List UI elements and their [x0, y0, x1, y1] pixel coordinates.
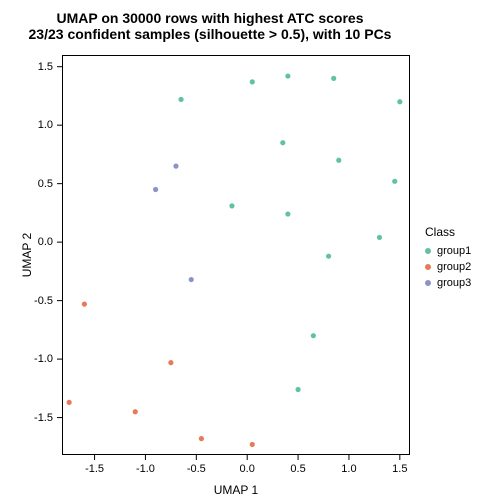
point-group2 — [250, 442, 255, 447]
y-tick-label: -1.5 — [27, 412, 53, 424]
point-group1 — [178, 97, 183, 102]
point-group1 — [229, 203, 234, 208]
x-tick-label: -0.5 — [187, 463, 206, 475]
y-axis-label: UMAP 2 — [20, 230, 34, 280]
legend-label: group1 — [437, 245, 471, 257]
point-group2 — [199, 436, 204, 441]
y-tick-label: 1.5 — [27, 61, 53, 73]
plot-area — [62, 55, 410, 455]
x-axis-label: UMAP 1 — [62, 483, 410, 497]
legend-swatch-icon — [425, 280, 431, 286]
y-tick-label: 1.0 — [27, 119, 53, 131]
point-group1 — [285, 73, 290, 78]
x-tick-label: 1.0 — [341, 463, 356, 475]
point-group1 — [280, 140, 285, 145]
legend-swatch-icon — [425, 264, 431, 270]
x-tick-label: 1.5 — [392, 463, 407, 475]
point-group1 — [285, 211, 290, 216]
x-tick-label: -1.5 — [85, 463, 104, 475]
y-tick-label: 0.5 — [27, 178, 53, 190]
point-group1 — [326, 254, 331, 259]
point-group1 — [311, 333, 316, 338]
point-group2 — [133, 409, 138, 414]
point-group1 — [295, 387, 300, 392]
point-group2 — [82, 302, 87, 307]
x-tick-label: 0.0 — [240, 463, 255, 475]
point-group1 — [331, 76, 336, 81]
x-tick-label: -1.0 — [136, 463, 155, 475]
chart-title-line2: 23/23 confident samples (silhouette > 0.… — [0, 26, 420, 42]
point-group3 — [173, 164, 178, 169]
point-group3 — [153, 187, 158, 192]
point-group1 — [392, 179, 397, 184]
chart-title-line1: UMAP on 30000 rows with highest ATC scor… — [0, 10, 420, 26]
legend-title: Class — [425, 225, 471, 239]
x-tick-label: 0.5 — [290, 463, 305, 475]
legend-item-group1: group1 — [425, 243, 471, 259]
point-group3 — [189, 277, 194, 282]
y-tick-label: -1.0 — [27, 353, 53, 365]
legend: Class group1 group2 group3 — [425, 225, 471, 291]
chart-title: UMAP on 30000 rows with highest ATC scor… — [0, 10, 420, 42]
point-group2 — [168, 360, 173, 365]
point-group1 — [336, 158, 341, 163]
umap-figure: UMAP on 30000 rows with highest ATC scor… — [0, 0, 504, 504]
legend-label: group2 — [437, 261, 471, 273]
point-group1 — [397, 99, 402, 104]
legend-item-group2: group2 — [425, 259, 471, 275]
point-group1 — [377, 235, 382, 240]
legend-item-group3: group3 — [425, 275, 471, 291]
point-group1 — [250, 79, 255, 84]
legend-label: group3 — [437, 277, 471, 289]
y-tick-label: -0.5 — [27, 295, 53, 307]
legend-swatch-icon — [425, 248, 431, 254]
point-group2 — [67, 400, 72, 405]
